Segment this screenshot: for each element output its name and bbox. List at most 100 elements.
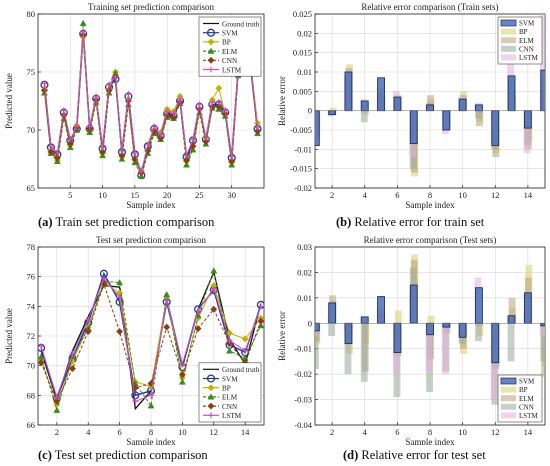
data-point-lstm <box>125 91 132 98</box>
bar-svm <box>475 287 483 324</box>
bar-svm <box>328 110 337 116</box>
bar-svm <box>507 315 516 324</box>
y-axis-label: Relative error <box>277 311 287 361</box>
x-tick-labels: 2 4 6 8 10 12 14 <box>330 422 533 437</box>
x-tick-label: 30 <box>227 190 236 200</box>
data-point-lstm <box>69 350 76 357</box>
legend-label: ELM <box>222 394 238 402</box>
data-point-cnn <box>124 97 132 105</box>
data-point-cnn <box>257 317 264 325</box>
chart-title: Training set prediction comparison <box>88 2 214 12</box>
legend-label: ELM <box>519 395 535 403</box>
y-tick-labels: 65 70 75 80 <box>27 9 41 193</box>
legend-swatch <box>500 377 517 385</box>
bar-cnn <box>507 323 515 362</box>
legend-marker <box>207 47 215 54</box>
bar-cnn <box>315 323 319 370</box>
legend-label: ELM <box>519 37 535 45</box>
data-point-bp <box>215 84 223 92</box>
data-point-lstm <box>196 101 203 108</box>
data-point-lstm <box>138 168 145 175</box>
bar-svm <box>360 316 369 324</box>
x-tick-labels: 2 4 6 8 10 12 14 <box>330 185 533 200</box>
data-point-cnn <box>53 154 61 162</box>
x-tick-label: 6 <box>395 190 399 200</box>
data-point-lstm <box>112 73 119 80</box>
chart-a: 5 10 15 20 25 30 65 70 75 80 Training set predicti… <box>4 2 265 210</box>
data-point-lstm <box>38 343 45 350</box>
x-axis-label: Sample index <box>126 200 176 210</box>
y-axis-label: Relative error <box>277 76 287 126</box>
legend-label: CNN <box>222 57 238 65</box>
data-point-cnn <box>144 147 152 155</box>
data-point-lstm <box>209 99 216 106</box>
data-point-lstm <box>60 107 67 114</box>
legend-label: BP <box>519 386 528 394</box>
y-tick-label: 0.025 <box>293 9 312 19</box>
y-tick-label: 0.005 <box>293 86 312 96</box>
data-point-lstm <box>257 303 264 310</box>
x-tick-label: 4 <box>363 427 368 437</box>
data-point-cnn <box>254 127 261 135</box>
x-tick-label: 15 <box>131 190 140 200</box>
legend-marker <box>207 402 215 410</box>
data-point-cnn <box>202 138 210 146</box>
x-tick-label: 10 <box>458 190 467 200</box>
x-tick-label: 10 <box>98 190 107 200</box>
legend-label: CNN <box>519 403 534 411</box>
x-tick-label: 12 <box>210 427 219 437</box>
bar-elm <box>508 297 516 324</box>
data-point-lstm <box>228 153 235 160</box>
bar-cnn <box>360 323 368 382</box>
bar-lstm <box>523 110 531 154</box>
panel-a: 5 10 15 20 25 30 65 70 75 80 Training set predicti… <box>0 0 275 212</box>
data-point-lstm <box>41 80 48 87</box>
data-point-cnn <box>69 365 76 373</box>
bar-cnn <box>360 110 368 123</box>
y-tick-label: 0.01 <box>297 67 312 77</box>
x-axis-label: Sample index <box>126 437 176 445</box>
data-point-lstm <box>54 150 61 157</box>
data-point-cnn <box>84 328 92 335</box>
legend-marker <box>207 38 215 46</box>
y-tick-label: -0.01 <box>294 344 312 354</box>
y-tick-labels: 66 68 70 72 74 76 78 <box>27 242 41 430</box>
bar-cnn <box>475 110 482 119</box>
bar-elm <box>476 110 483 127</box>
legend-item-bp: BP <box>501 386 528 394</box>
x-tick-label: 10 <box>178 427 187 437</box>
legend-item-elm: ELM <box>203 393 238 402</box>
y-tick-label: 72 <box>27 331 36 341</box>
chart-d: 2 4 6 8 10 12 14 -0.04 -0.03 -0.02 -0.01 0 0.01 0.02 0… <box>277 235 546 445</box>
caption-c: (c) Test set prediction comparison <box>38 448 208 462</box>
legend-marker <box>206 28 216 37</box>
y-tick-label: 80 <box>27 9 36 19</box>
legend-marker <box>207 384 215 392</box>
x-tick-label: 2 <box>55 427 59 437</box>
y-tick-label: -0.02 <box>294 369 312 379</box>
bar-svm <box>409 110 418 145</box>
legend-item-cnn: CNN <box>501 45 534 53</box>
legend-label: SVM <box>222 375 238 383</box>
y-tick-label: 0.01 <box>297 293 312 303</box>
bar-cnn <box>328 323 336 336</box>
legend-label: LSTM <box>519 412 538 420</box>
legend-label: LSTM <box>222 412 242 420</box>
legend-item-ground-truth: Ground truth <box>203 366 260 374</box>
data-point-lstm <box>86 123 93 130</box>
legend-label: LSTM <box>222 66 242 74</box>
data-point-cnn <box>99 148 106 156</box>
bar-cnn <box>540 323 545 362</box>
bar-svm <box>458 98 467 112</box>
legend-item-ground-truth: Ground truth <box>203 20 260 28</box>
data-point-lstm <box>85 316 92 323</box>
series-line-lstm <box>44 31 258 174</box>
x-tick-label: 2 <box>330 190 334 200</box>
legend-swatch <box>501 403 516 410</box>
legend-swatch <box>501 54 516 61</box>
bar-svm <box>523 110 532 129</box>
data-point-elm <box>38 353 45 360</box>
data-point-cnn <box>178 371 186 378</box>
chart-title: Relative error comparison (Train sets) <box>361 2 498 12</box>
